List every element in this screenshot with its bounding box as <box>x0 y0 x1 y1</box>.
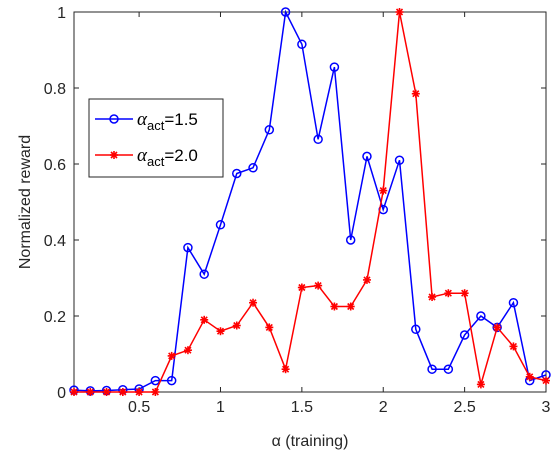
data-point <box>459 330 470 340</box>
data-point <box>265 323 274 332</box>
data-point <box>167 351 176 360</box>
data-point <box>411 324 421 335</box>
y-tick-label: 1 <box>57 5 66 22</box>
data-point <box>508 297 519 308</box>
data-point <box>86 388 95 396</box>
legend-item-1: αact=1.5 <box>95 109 198 133</box>
x-axis-label: α (training) <box>272 433 349 450</box>
y-tick-label: 0.2 <box>44 309 66 326</box>
data-point <box>70 388 78 396</box>
data-point <box>166 375 177 386</box>
x-tick-label: 2.5 <box>453 399 475 416</box>
data-point <box>232 321 241 330</box>
series-2 <box>70 8 550 396</box>
data-point <box>330 302 339 311</box>
series-layer <box>69 7 551 396</box>
data-point <box>346 302 355 311</box>
data-point <box>135 388 144 396</box>
data-point <box>248 163 258 173</box>
y-tick-label: 0 <box>57 385 66 402</box>
data-point <box>314 281 323 290</box>
data-point <box>362 275 371 284</box>
data-point <box>395 8 404 16</box>
data-point <box>232 168 242 179</box>
x-tick-label: 0.5 <box>128 399 150 416</box>
legend: αact=1.5 αact=2.0 <box>88 98 224 178</box>
data-point <box>427 364 437 374</box>
data-point <box>379 186 388 195</box>
legend-label: αact=2.0 <box>137 145 198 169</box>
data-point <box>345 235 356 245</box>
data-point <box>493 323 502 332</box>
legend-marker <box>110 151 118 159</box>
data-point <box>102 388 111 396</box>
data-point <box>216 327 225 336</box>
data-point <box>249 298 258 307</box>
x-tick-label: 3 <box>542 399 551 416</box>
data-point <box>199 269 209 279</box>
data-point <box>411 89 420 98</box>
data-point <box>280 7 291 17</box>
data-point <box>264 125 275 135</box>
data-point <box>151 388 160 396</box>
x-tick-label: 2 <box>379 399 388 416</box>
y-axis-label: Normalized reward <box>17 135 34 269</box>
x-tick-label: 1 <box>216 399 225 416</box>
data-point <box>428 293 437 301</box>
data-point <box>460 289 469 298</box>
legend-box <box>88 98 224 178</box>
data-point <box>183 346 192 355</box>
data-point <box>150 375 161 386</box>
data-point <box>215 220 226 230</box>
axes: 0.5 1 1.5 2 2.5 3 0 0.2 0.4 0.6 0.8 1 <box>44 5 551 416</box>
data-point <box>476 380 485 389</box>
data-point <box>542 376 550 385</box>
data-point <box>297 283 306 292</box>
data-point <box>281 365 290 374</box>
y-tick-label: 0.8 <box>44 81 66 98</box>
data-point <box>476 311 486 321</box>
data-point <box>118 388 127 396</box>
data-point <box>183 242 193 253</box>
y-tick-label: 0.6 <box>44 157 66 174</box>
data-point <box>509 342 518 351</box>
plot-area <box>73 11 547 393</box>
data-point <box>443 364 454 374</box>
data-point <box>525 372 534 381</box>
legend-label: αact=1.5 <box>137 109 198 133</box>
x-tick-label: 1.5 <box>291 399 313 416</box>
data-point <box>297 39 307 50</box>
data-point <box>329 62 340 72</box>
legend-item-2: αact=2.0 <box>95 145 198 169</box>
data-point <box>313 134 323 145</box>
y-tick-label: 0.4 <box>44 233 66 250</box>
data-point <box>200 315 209 324</box>
data-point <box>444 289 453 298</box>
legend-marker <box>109 114 119 124</box>
data-point <box>394 155 405 165</box>
data-point <box>362 151 372 162</box>
